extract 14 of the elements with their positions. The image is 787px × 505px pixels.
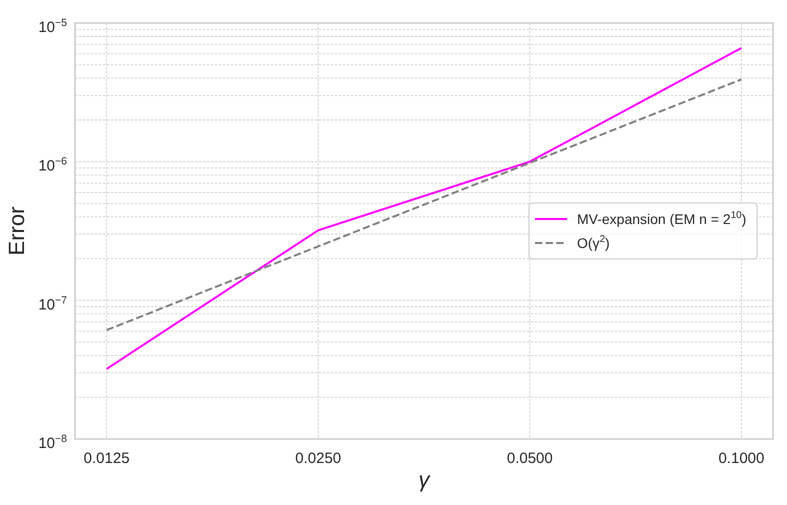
x-tick-label: 0.0250 xyxy=(295,450,342,467)
x-tick-label: 0.0500 xyxy=(506,450,553,467)
y-tick-label: 10$^{−8}$ xyxy=(38,432,68,452)
legend-label: O(γ$^{2}$) xyxy=(577,234,610,251)
y-tick-label: 10$^{−7}$ xyxy=(38,294,68,314)
legend-label: MV-expansion (EM n = 2$^{10}$) xyxy=(577,210,746,227)
x-tick-label: 0.0125 xyxy=(84,450,130,467)
y-tick-label: 10$^{−5}$ xyxy=(38,16,68,36)
line-series xyxy=(106,78,742,332)
x-axis-title: γ xyxy=(418,467,432,492)
line-series xyxy=(106,47,742,370)
x-tick-label: 0.1000 xyxy=(718,450,764,467)
y-tick-label: 10$^{−6}$ xyxy=(38,155,68,175)
y-axis-title: Error xyxy=(4,206,29,256)
